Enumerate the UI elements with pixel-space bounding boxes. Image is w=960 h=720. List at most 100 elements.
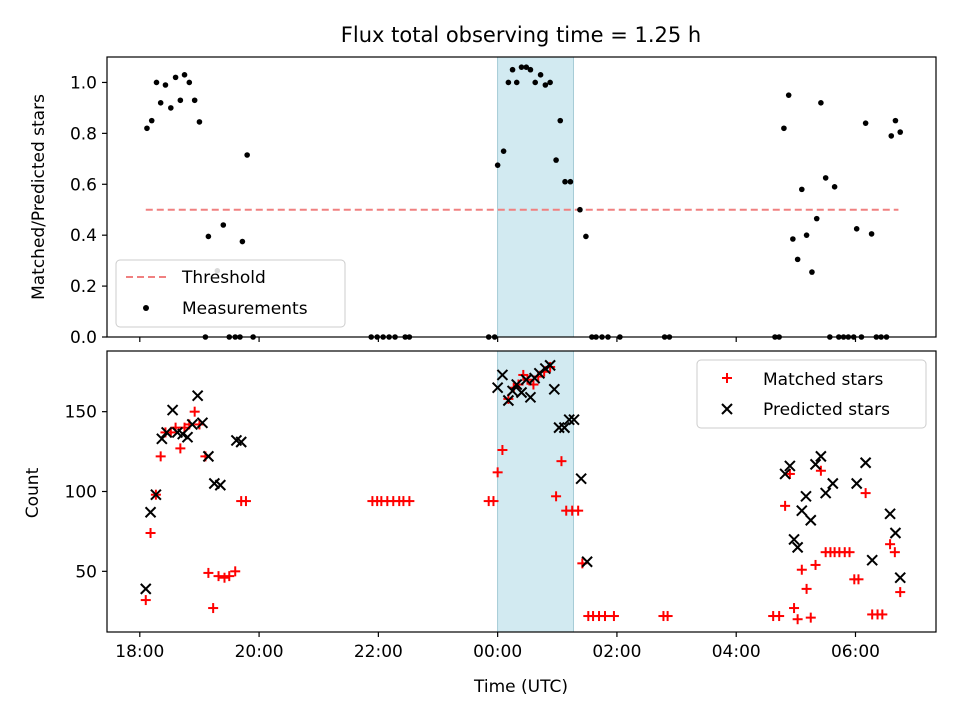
predicted-star-point <box>796 504 808 517</box>
predicted-star-point <box>805 514 817 526</box>
measurement-point <box>527 66 534 73</box>
predicted-marker-b <box>491 382 504 394</box>
bottom-panel: 50 100 150 18:00 20:00 22:00 00:00 02:00 04:00 0… <box>23 350 937 697</box>
predicted-marker-b <box>784 460 796 472</box>
matched-star-point <box>885 539 896 550</box>
measurement-point <box>785 92 792 98</box>
bottom-x-axis: 18:00 20:00 22:00 00:00 02:00 04:00 06:00 <box>115 632 880 662</box>
measurement-point <box>577 206 583 213</box>
measurement-point <box>239 238 246 245</box>
bottom-y-tick-label: 150 <box>65 403 97 423</box>
predicted-marker-b <box>140 583 152 595</box>
predicted-star-point <box>160 426 173 439</box>
measurement-point <box>148 117 155 124</box>
predicted-marker-b <box>144 506 157 518</box>
measurement-point <box>172 74 179 81</box>
chart-title: Flux total observing time = 1.25 h <box>341 23 701 47</box>
predicted-star-point <box>491 382 504 394</box>
matched-star-point <box>784 468 795 479</box>
measurement-point <box>500 148 507 154</box>
top-legend: Threshold Measurements <box>115 259 346 328</box>
predicted-marker-b <box>171 426 184 439</box>
predicted-star-point <box>889 527 902 539</box>
predicted-star-point <box>819 487 832 499</box>
predicted-star-point <box>827 477 839 490</box>
measurement-point <box>144 125 150 132</box>
predicted-marker-b <box>796 504 808 517</box>
top-shaded-interval <box>497 56 574 338</box>
measurement-point <box>868 231 875 237</box>
matched-star-point <box>877 609 888 620</box>
predicted-star-point <box>496 369 509 381</box>
measurement-point <box>537 72 544 78</box>
predicted-marker-b <box>827 477 839 490</box>
x-tick-label: 04:00 <box>712 642 761 662</box>
x-tick-label: 02:00 <box>592 642 641 662</box>
matched-star-point <box>774 611 785 622</box>
top-plot-frame <box>106 56 937 338</box>
measurement-point <box>818 100 824 106</box>
predicted-marker-b <box>548 383 561 396</box>
measurement-point <box>831 184 838 190</box>
bottom-plot-marks <box>140 359 906 625</box>
bottom-legend-box <box>696 359 927 429</box>
predicted-star-point <box>575 473 587 485</box>
measurement-point <box>494 162 501 168</box>
bottom-y-axis-label: Count <box>23 467 43 518</box>
legend-matched-swatch <box>722 373 732 383</box>
predicted-marker-b <box>859 457 872 469</box>
predicted-star-point <box>809 458 822 471</box>
matched-star-point <box>805 612 816 623</box>
measurement-point <box>897 129 904 135</box>
measurement-point <box>567 178 574 185</box>
matched-star-point <box>497 444 508 455</box>
x-tick-label: 20:00 <box>235 642 284 662</box>
matched-star-point <box>801 583 812 594</box>
matched-star-point <box>219 572 230 583</box>
bottom-legend: Matched stars Predicted stars <box>696 359 927 429</box>
top-y-tick-label: 0.4 <box>70 226 97 246</box>
predicted-star-point <box>866 554 878 566</box>
measurement-point <box>509 66 516 73</box>
predicted-marker-b <box>889 527 902 539</box>
measurement-point <box>862 120 869 126</box>
measurement-point <box>181 72 188 78</box>
predicted-star-point <box>779 468 791 480</box>
predicted-marker-b <box>235 436 247 448</box>
measurement-point <box>583 233 589 240</box>
top-y-tick-label: 0.8 <box>70 124 97 144</box>
measurement-point <box>799 186 805 193</box>
predicted-star-point <box>568 413 580 426</box>
predicted-star-point <box>544 359 556 372</box>
predicted-star-point <box>166 404 179 416</box>
measurement-point <box>892 117 899 124</box>
predicted-star-point <box>815 450 827 463</box>
predicted-marker-b <box>177 428 189 440</box>
predicted-marker-b <box>150 488 162 501</box>
measurement-point <box>813 215 820 222</box>
measurement-point <box>168 105 174 111</box>
matched-star-point <box>608 611 619 622</box>
legend-matched-label: Matched stars <box>763 370 883 390</box>
matched-star-point <box>189 406 200 417</box>
top-x-ticks <box>139 337 857 342</box>
matched-star-point <box>810 559 821 570</box>
top-y-tick-label: 0.6 <box>70 175 97 195</box>
matched-star-point <box>240 496 251 507</box>
predicted-star-point <box>548 383 561 396</box>
predicted-marker-b <box>805 514 817 526</box>
legend-predicted-label: Predicted stars <box>763 400 890 420</box>
measurement-point <box>822 175 829 181</box>
top-y-axis-label: Matched/Predicted stars <box>29 94 49 300</box>
matched-star-point <box>488 496 499 507</box>
predicted-marker-b <box>791 541 804 554</box>
measurement-point <box>177 97 184 104</box>
predicted-star-point <box>202 450 215 463</box>
bottom-y-axis: 50 100 150 <box>65 403 107 582</box>
predicted-marker-b <box>186 418 198 431</box>
predicted-marker-b <box>160 426 173 439</box>
measurement-point <box>157 100 164 106</box>
predicted-marker-b <box>520 374 532 386</box>
measurement-point <box>244 152 250 158</box>
predicted-star-point <box>859 457 872 469</box>
